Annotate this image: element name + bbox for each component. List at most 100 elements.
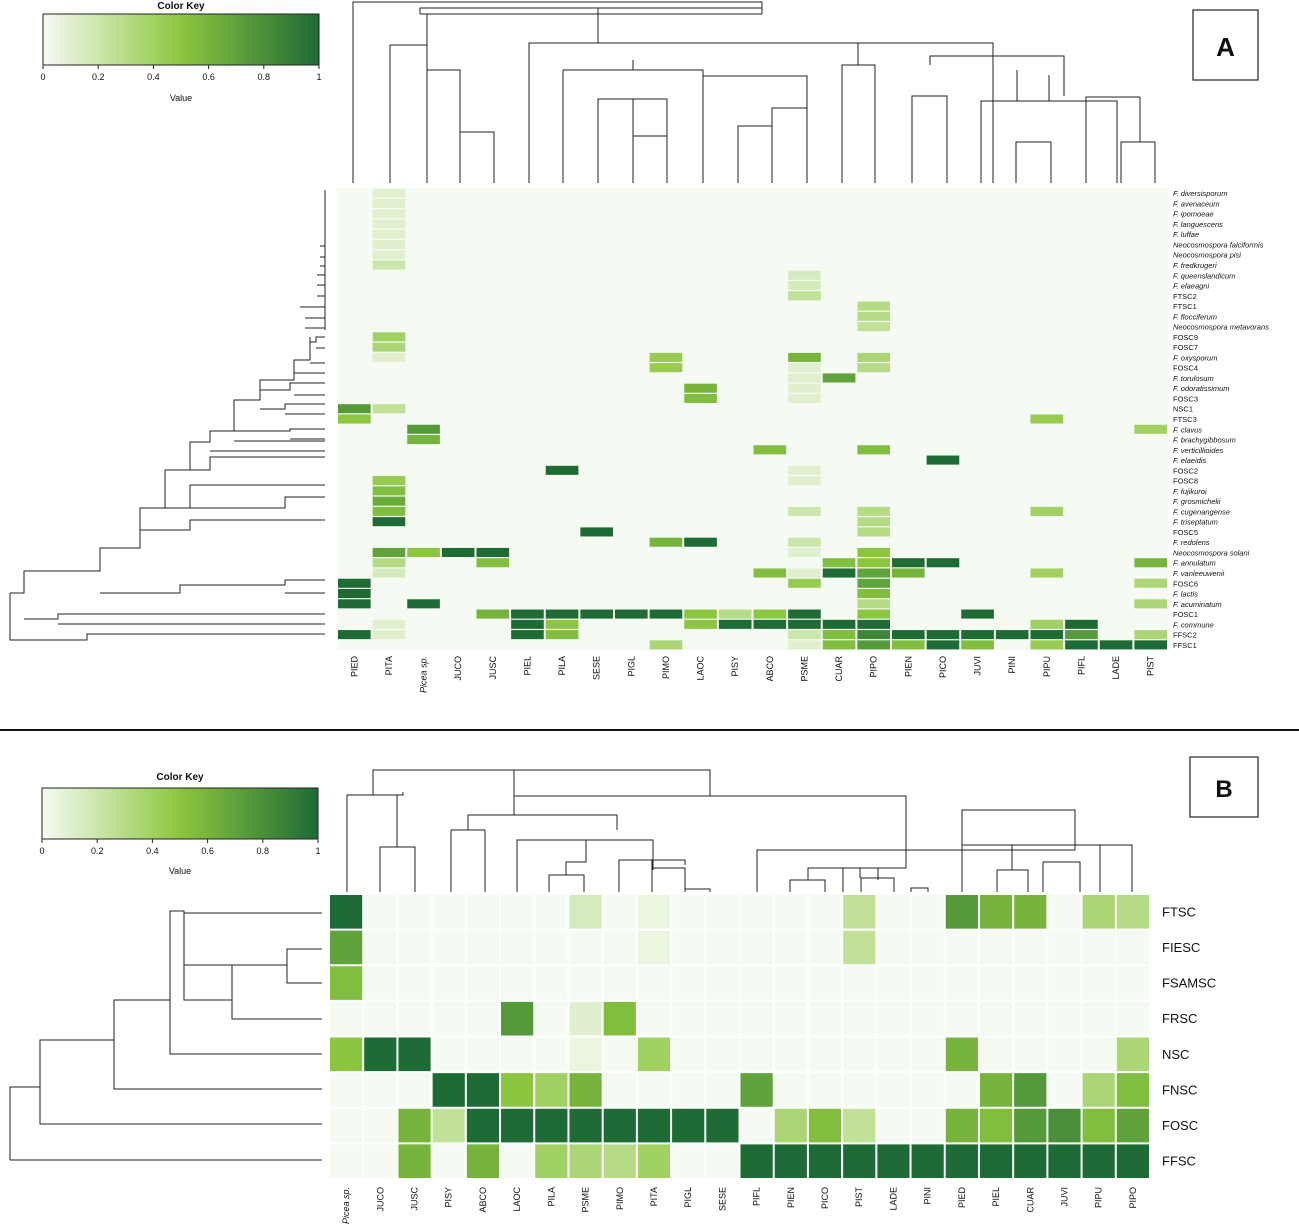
heatmap-a-cell — [649, 239, 683, 249]
heatmap-a-cell — [788, 527, 821, 537]
heatmap-a-cell — [788, 599, 821, 609]
heatmap-a-cell — [545, 630, 579, 640]
heatmap-a-cell — [788, 476, 821, 486]
heatmap-a-cell — [684, 239, 717, 249]
heatmap-a-cell — [961, 568, 994, 578]
heatmap-a-cell — [926, 322, 960, 332]
heatmap-a-cell — [476, 476, 510, 486]
heatmap-a-cell — [615, 547, 648, 557]
heatmap-a-cell — [684, 198, 717, 208]
heatmap-b-cell — [432, 1144, 465, 1179]
heatmap-a-cell — [718, 250, 752, 260]
heatmap-a-cell — [511, 609, 544, 619]
heatmap-a-cell — [961, 219, 994, 229]
heatmap-a-cell — [580, 188, 614, 198]
heatmap-a-cell — [1134, 250, 1168, 260]
heatmap-b-cell — [432, 1108, 465, 1143]
heatmap-a-cell — [753, 363, 787, 373]
heatmap-b-cell — [501, 966, 534, 1000]
heatmap-a-cell — [649, 599, 683, 609]
heatmap-a-cell — [476, 250, 510, 260]
heatmap-a-cell — [1099, 322, 1133, 332]
heatmap-b-cell — [364, 930, 397, 965]
heatmap-a-cell — [1065, 640, 1098, 650]
heatmap-a-cell — [718, 435, 752, 445]
heatmap-a-cell — [961, 599, 994, 609]
heatmap-a-cell — [1099, 363, 1133, 373]
heatmap-a-cell — [649, 373, 683, 383]
heatmap-a-cell — [788, 209, 821, 219]
heatmap-a-cell — [338, 342, 371, 352]
heatmap-b-col-label: PISY — [444, 1187, 454, 1208]
heatmap-a-cell — [1030, 260, 1064, 270]
heatmap-b-cell — [672, 1037, 705, 1072]
heatmap-b-cell — [945, 1037, 978, 1072]
heatmap-a-cell — [649, 311, 683, 321]
heatmap-b-cell — [466, 1144, 500, 1179]
heatmap-a-cell — [926, 465, 960, 475]
heatmap-b-col-label: LAOC — [512, 1187, 522, 1212]
heatmap-a-cell — [822, 393, 856, 403]
heatmap-a-cell — [615, 630, 648, 640]
heatmap-a-cell — [684, 260, 717, 270]
heatmap-a-cell — [511, 589, 544, 599]
heatmap-a-cell — [857, 404, 891, 414]
heatmap-a-cell — [441, 465, 475, 475]
heatmap-a-cell — [1134, 363, 1168, 373]
heatmap-a-cell — [684, 332, 717, 342]
heatmap-a-cell — [338, 455, 371, 465]
heatmap-a-cell — [961, 435, 994, 445]
color-key-b: Color Key 0 0.2 0.4 0.6 0.8 1 Value — [39, 772, 320, 876]
heatmap-a-cell — [338, 630, 371, 640]
heatmap-a-cell — [718, 332, 752, 342]
heatmap-a-cell — [545, 188, 579, 198]
heatmap-a-cell — [753, 589, 787, 599]
heatmap-a-cell — [1065, 609, 1098, 619]
heatmap-b-col-label: PIFL — [752, 1187, 762, 1206]
heatmap-a-cell — [718, 537, 752, 547]
heatmap-a-cell — [1030, 219, 1064, 229]
heatmap-a-cell — [649, 558, 683, 568]
heatmap-a-cell — [788, 537, 821, 547]
heatmap-a-cell — [753, 568, 787, 578]
heatmap-a-cell — [649, 229, 683, 239]
heatmap-a-cell — [476, 260, 510, 270]
heatmap-a-cell — [649, 270, 683, 280]
heatmap-b-cell — [603, 966, 636, 1000]
heatmap-a-cell — [1065, 188, 1098, 198]
heatmap-a-cell — [788, 517, 821, 527]
heatmap-a-cell — [961, 250, 994, 260]
heatmap-a-cell — [372, 568, 406, 578]
heatmap-a-cell — [1134, 424, 1168, 434]
heatmap-a-cell — [1030, 486, 1064, 496]
heatmap-a-cell — [441, 332, 475, 342]
heatmap-a-cell — [753, 558, 787, 568]
heatmap-a-cell — [961, 260, 994, 270]
heatmap-b-cell — [569, 1037, 602, 1072]
heatmap-a-cell — [1030, 599, 1064, 609]
heatmap-a-cell — [1099, 465, 1133, 475]
heatmap-a-cell — [338, 414, 371, 424]
heatmap-b-col-label: PICO — [820, 1187, 830, 1209]
heatmap-a-cell — [822, 352, 856, 362]
heatmap-a-cell — [372, 250, 406, 260]
heatmap-a-cell — [1030, 188, 1064, 198]
heatmap-b-cell — [1116, 966, 1149, 1000]
heatmap-b-cell — [1116, 895, 1149, 929]
heatmap-a-cell — [1030, 506, 1064, 516]
heatmap-a-cell — [476, 188, 510, 198]
heatmap-a-row-label: F. verticillioides — [1173, 446, 1224, 455]
heatmap-a-cell — [441, 301, 475, 311]
heatmap-a-cell — [649, 578, 683, 588]
heatmap-a-cell — [1099, 404, 1133, 414]
heatmap-a-cell — [961, 301, 994, 311]
heatmap-a-cell — [857, 619, 891, 629]
heatmap-a-cell — [1065, 578, 1098, 588]
heatmap-a-cell — [1065, 465, 1098, 475]
heatmap-a-cell — [1030, 250, 1064, 260]
heatmap-a-cell — [684, 455, 717, 465]
heatmap-b-cell — [432, 1037, 465, 1072]
heatmap-a-cell — [684, 342, 717, 352]
heatmap-a-cell — [580, 383, 614, 393]
heatmap-b-cell — [569, 1073, 602, 1107]
